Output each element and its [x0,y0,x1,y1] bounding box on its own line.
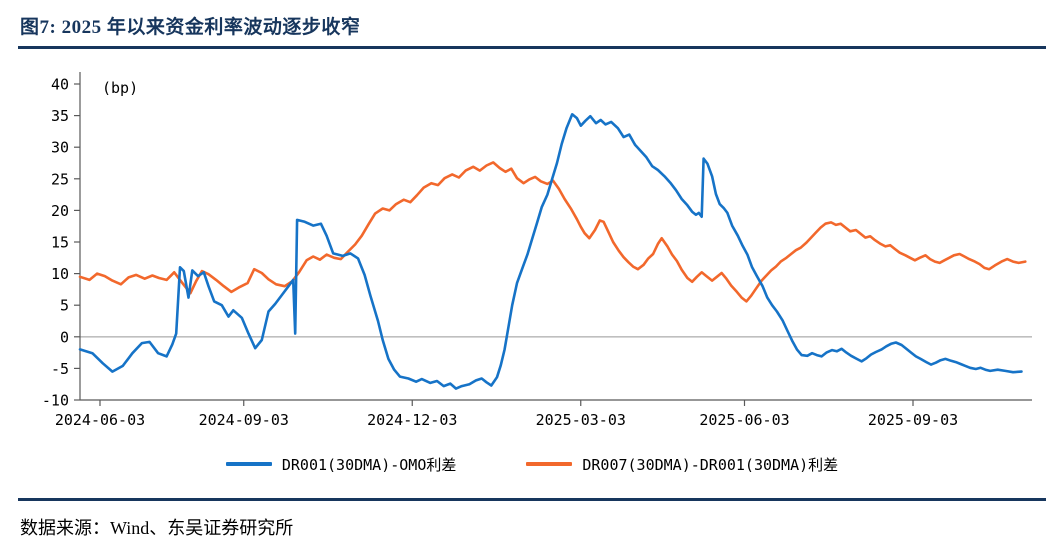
svg-text:40: 40 [51,76,69,94]
svg-text:2024-06-03: 2024-06-03 [55,411,145,429]
legend-label-dr007-dr001: DR007(30DMA)-DR001(30DMA)利差 [582,455,839,474]
svg-text:2024-12-03: 2024-12-03 [367,411,457,429]
svg-text:2025-03-03: 2025-03-03 [536,411,626,429]
svg-text:20: 20 [51,202,69,220]
legend-item-dr001-omo: DR001(30DMA)-OMO利差 [225,454,457,475]
data-source: 数据来源：Wind、东吴证券研究所 [20,518,294,538]
svg-text:35: 35 [51,107,69,125]
svg-text:2025-06-03: 2025-06-03 [699,411,789,429]
figure-title: 图7: 2025 年以来资金利率波动逐步收窄 [20,17,361,38]
svg-text:30: 30 [51,139,69,157]
footer-rule [18,498,1046,501]
svg-text:-10: -10 [42,392,69,410]
legend-swatch-blue [225,462,272,466]
svg-text:15: 15 [51,234,69,252]
title-rule [18,46,1046,49]
svg-text:25: 25 [51,170,69,188]
svg-text:10: 10 [51,265,69,283]
legend: DR001(30DMA)-OMO利差 DR007(30DMA)-DR001(30… [0,450,1064,478]
svg-text:-5: -5 [51,360,69,378]
svg-text:2024-09-03: 2024-09-03 [199,411,289,429]
legend-label-dr001-omo: DR001(30DMA)-OMO利差 [281,455,457,474]
svg-text:5: 5 [60,297,69,315]
legend-swatch-orange [526,462,573,466]
chart-area: 40 35 30 25 20 15 10 5 0 -5 -10 2024-06-03 2024-09-0… [10,62,1064,434]
legend-item-dr007-dr001: DR007(30DMA)-DR001(30DMA)利差 [526,454,838,475]
svg-text:0: 0 [60,328,69,346]
svg-text:(bp): (bp) [102,79,138,97]
svg-text:2025-09-03: 2025-09-03 [868,411,958,429]
